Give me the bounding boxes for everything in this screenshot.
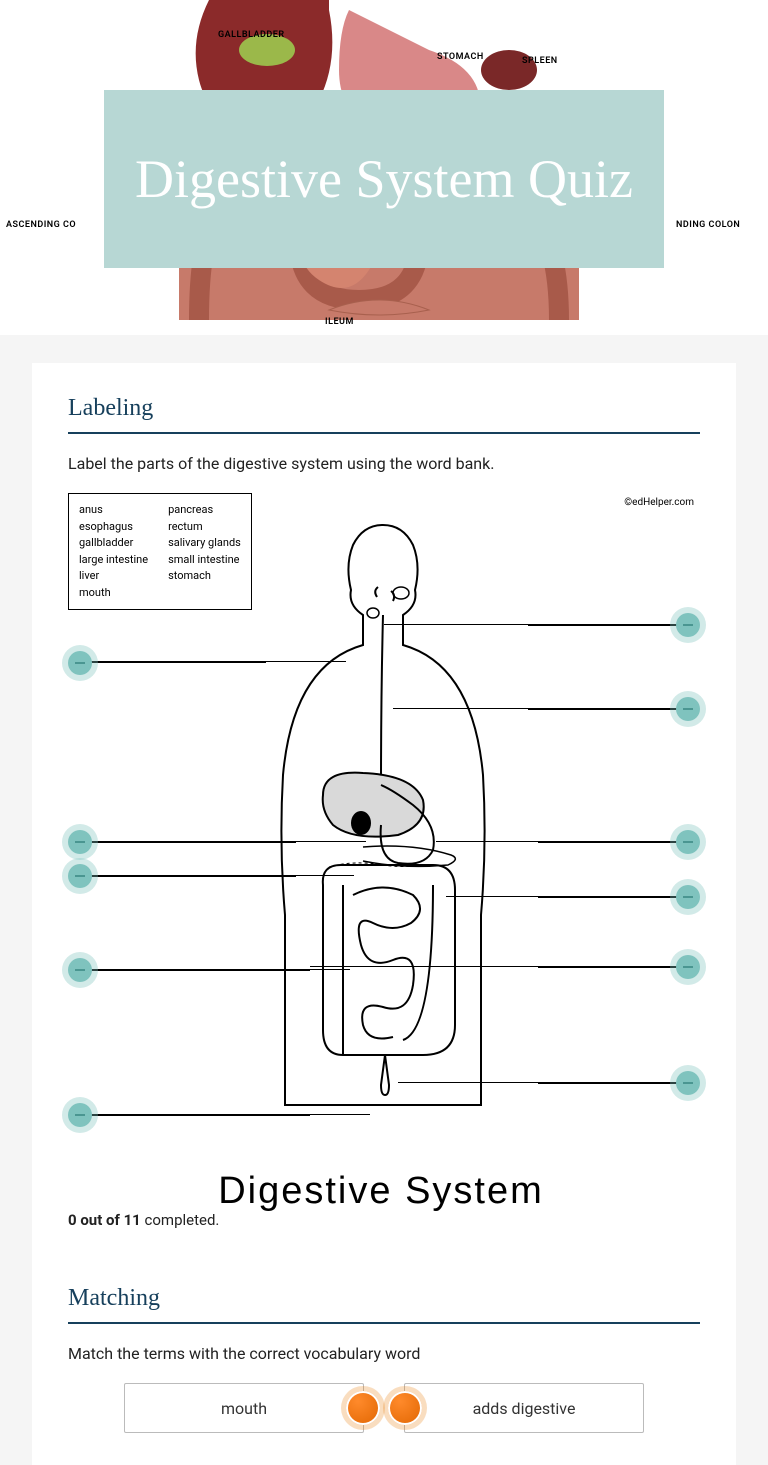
label-hotspot[interactable] xyxy=(68,864,92,888)
match-connector-dot[interactable] xyxy=(346,1391,380,1425)
page-title-box: Digestive System Quiz xyxy=(104,90,664,268)
progress-suffix: completed. xyxy=(141,1211,220,1229)
answer-blank-line xyxy=(538,896,696,898)
match-term-card[interactable]: mouth xyxy=(124,1383,364,1433)
hero-bg-label: ASCENDING CO xyxy=(6,220,76,230)
labeling-instruction: Label the parts of the digestive system … xyxy=(68,454,700,473)
section-title-labeling: Labeling xyxy=(68,395,700,434)
leader-line xyxy=(393,708,528,709)
label-hotspot[interactable] xyxy=(676,613,700,637)
label-hotspot[interactable] xyxy=(68,1103,92,1127)
word-bank-term: large intestine xyxy=(79,552,148,569)
answer-blank-line xyxy=(86,1114,310,1116)
page-title: Digestive System Quiz xyxy=(135,148,633,210)
worksheet-credit: ©edHelper.com xyxy=(624,497,694,508)
section-title-matching: Matching xyxy=(68,1285,700,1324)
word-bank-term: mouth xyxy=(79,585,148,602)
word-bank: anusesophagusgallbladderlarge intestinel… xyxy=(68,493,252,610)
leader-line xyxy=(384,624,528,625)
answer-blank-line xyxy=(86,841,296,843)
word-bank-term: stomach xyxy=(168,568,241,585)
labeling-worksheet: anusesophagusgallbladderlarge intestinel… xyxy=(68,493,694,1203)
leader-line xyxy=(310,1114,370,1115)
match-row: mouth adds digestive xyxy=(68,1383,700,1433)
leader-line xyxy=(296,875,354,876)
label-hotspot[interactable] xyxy=(676,955,700,979)
word-bank-term: anus xyxy=(79,502,148,519)
word-bank-term: gallbladder xyxy=(79,535,148,552)
answer-blank-line xyxy=(538,841,696,843)
word-bank-term: small intestine xyxy=(168,552,241,569)
word-bank-term: salivary glands xyxy=(168,535,241,552)
answer-blank-line xyxy=(86,969,310,971)
hero-bg-label: STOMACH xyxy=(437,52,484,62)
matching-instruction: Match the terms with the correct vocabul… xyxy=(68,1344,700,1363)
leader-line xyxy=(310,966,538,967)
leader-line xyxy=(446,896,538,897)
match-connector-dot[interactable] xyxy=(388,1391,422,1425)
label-hotspot[interactable] xyxy=(68,651,92,675)
answer-blank-line xyxy=(528,708,696,710)
answer-blank-line xyxy=(528,624,696,626)
label-hotspot[interactable] xyxy=(676,830,700,854)
match-definition-label: adds digestive xyxy=(473,1399,576,1418)
hero-bg-label: NDING COLON xyxy=(676,220,740,230)
leader-line xyxy=(398,1082,538,1083)
labeling-progress: 0 out of 11 completed. xyxy=(68,1211,700,1229)
answer-blank-line xyxy=(538,966,696,968)
hero-bg-label: GALLBLADDER xyxy=(218,30,285,40)
answer-blank-line xyxy=(538,1082,696,1084)
label-hotspot[interactable] xyxy=(676,697,700,721)
match-definition-card[interactable]: adds digestive xyxy=(404,1383,644,1433)
hero-banner: GALLBLADDER STOMACH SPLEEN ASCENDING CO NDIN… xyxy=(0,0,768,335)
diagram-caption: Digestive System xyxy=(68,1170,694,1213)
word-bank-term: liver xyxy=(79,568,148,585)
word-bank-term: esophagus xyxy=(79,519,148,536)
leader-line xyxy=(436,841,538,842)
label-hotspot[interactable] xyxy=(68,958,92,982)
label-hotspot[interactable] xyxy=(676,1071,700,1095)
match-term-label: mouth xyxy=(221,1399,267,1418)
content-card: Labeling Label the parts of the digestiv… xyxy=(32,363,736,1465)
matching-section: Matching Match the terms with the correc… xyxy=(68,1285,700,1433)
leader-line xyxy=(310,969,350,970)
hero-bg-label: SPLEEN xyxy=(522,56,558,66)
progress-count: 0 out of 11 xyxy=(68,1211,141,1229)
body-outline-diagram xyxy=(233,515,533,1125)
word-bank-term: rectum xyxy=(168,519,241,536)
leader-line xyxy=(266,661,346,662)
leader-line xyxy=(296,841,366,842)
label-hotspot[interactable] xyxy=(68,830,92,854)
answer-blank-line xyxy=(86,875,296,877)
hero-bg-label: ILEUM xyxy=(325,317,354,327)
label-hotspot[interactable] xyxy=(676,885,700,909)
word-bank-term: pancreas xyxy=(168,502,241,519)
answer-blank-line xyxy=(86,661,266,663)
